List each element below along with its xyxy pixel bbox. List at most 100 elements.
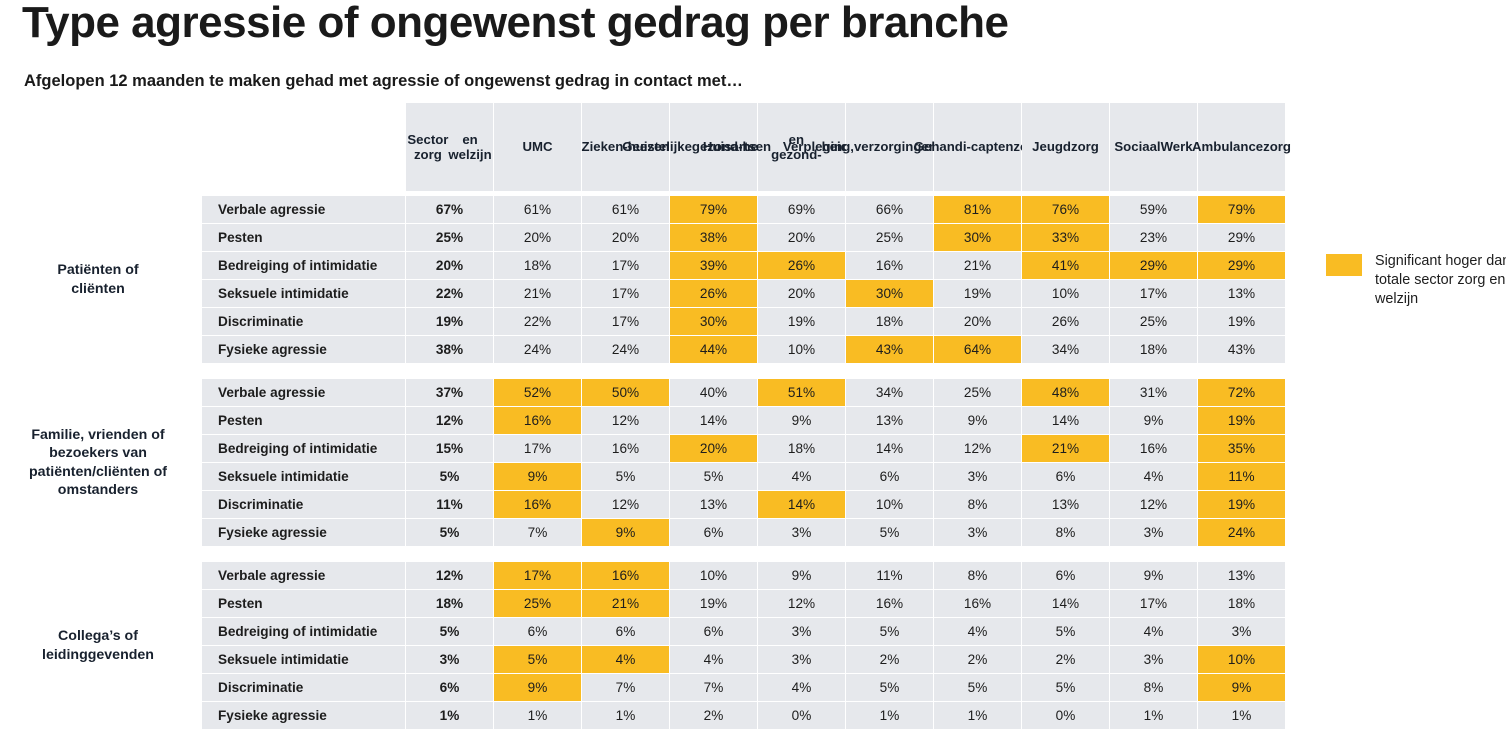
data-cell-highlighted: 25% [494, 590, 581, 617]
data-cell: 5% [934, 674, 1021, 701]
table-corner-cell [202, 103, 405, 191]
data-cell: 31% [1110, 379, 1197, 406]
data-cell-highlighted: 52% [494, 379, 581, 406]
row-group-label-2: Familie, vrienden of bezoekers van patiënt… [29, 427, 167, 498]
data-cell-highlighted: 20% [670, 435, 757, 462]
data-cell-highlighted: 9% [494, 674, 581, 701]
data-cell: 17% [582, 308, 669, 335]
data-cell: 66% [846, 196, 933, 223]
data-cell: 5% [846, 674, 933, 701]
data-cell-highlighted: 51% [758, 379, 845, 406]
data-cell: 5% [1022, 618, 1109, 645]
data-cell-highlighted: 10% [1198, 646, 1285, 673]
data-cell: 1% [406, 702, 493, 729]
data-cell: 22% [494, 308, 581, 335]
data-cell: 20% [582, 224, 669, 251]
data-cell: 61% [582, 196, 669, 223]
data-cell: 4% [934, 618, 1021, 645]
data-cell: 6% [670, 618, 757, 645]
data-cell: 25% [934, 379, 1021, 406]
data-cell: 18% [846, 308, 933, 335]
table-row: Fysieke agressie 5% 7% 9% 6% 3% 5% 3% 8% 3% 24% [202, 519, 1285, 546]
data-cell: 7% [494, 519, 581, 546]
data-cell-highlighted: 64% [934, 336, 1021, 363]
page-title: Type agressie of ongewenst gedrag per br… [22, 0, 1009, 47]
column-header-2: UMC [494, 103, 581, 191]
data-cell: 10% [1022, 280, 1109, 307]
data-cell-highlighted: 14% [758, 491, 845, 518]
data-cell: 0% [758, 702, 845, 729]
row-label: Pesten [202, 590, 405, 617]
data-cell-highlighted: 81% [934, 196, 1021, 223]
data-cell: 8% [1110, 674, 1197, 701]
data-cell: 2% [846, 646, 933, 673]
table-row: Bedreiging of intimidatie 5% 6% 6% 6% 3% 5% 4% 5… [202, 618, 1285, 645]
data-cell: 6% [846, 463, 933, 490]
table-row: Fysieke agressie 1% 1% 1% 2% 0% 1% 1% 0% 1% 1% [202, 702, 1285, 729]
row-label: Fysieke agressie [202, 702, 405, 729]
data-cell-highlighted: 48% [1022, 379, 1109, 406]
row-label: Bedreiging of intimidatie [202, 252, 405, 279]
data-cell: 20% [494, 224, 581, 251]
data-cell-highlighted: 4% [582, 646, 669, 673]
row-label: Discriminatie [202, 491, 405, 518]
data-cell-highlighted: 72% [1198, 379, 1285, 406]
data-cell: 3% [934, 463, 1021, 490]
row-label: Fysieke agressie [202, 336, 405, 363]
data-cell: 10% [758, 336, 845, 363]
table-row: Seksuele intimidatie 3% 5% 4% 4% 3% 2% 2% 2% 3% 10… [202, 646, 1285, 673]
row-group-2: Verbale agressie 37% 52% 50% 40% 51% 34% 25% 48%… [202, 379, 1285, 546]
data-cell: 21% [494, 280, 581, 307]
data-cell: 19% [934, 280, 1021, 307]
data-cell: 12% [758, 590, 845, 617]
data-cell-highlighted: 16% [494, 407, 581, 434]
table-row: Seksuele intimidatie 22% 21% 17% 26% 20% 30% 19… [202, 280, 1285, 307]
column-header-6: Verpleging,verzorgingenthuiszorg [783, 103, 996, 191]
table-row: Seksuele intimidatie 5% 9% 5% 5% 4% 6% 3% 6% 4% 11… [202, 463, 1285, 490]
data-cell: 4% [670, 646, 757, 673]
data-cell: 9% [758, 562, 845, 589]
data-cell: 13% [1022, 491, 1109, 518]
column-header-8: Jeugdzorg [1022, 103, 1109, 191]
data-cell: 16% [846, 590, 933, 617]
data-cell-highlighted: 38% [670, 224, 757, 251]
page-subtitle: Afgelopen 12 maanden te maken gehad met … [24, 72, 743, 90]
row-label: Pesten [202, 407, 405, 434]
data-cell: 17% [582, 280, 669, 307]
data-cell: 13% [1198, 562, 1285, 589]
row-label: Bedreiging of intimidatie [202, 618, 405, 645]
data-cell-highlighted: 76% [1022, 196, 1109, 223]
data-cell: 17% [1110, 280, 1197, 307]
row-label: Verbale agressie [202, 562, 405, 589]
data-cell: 17% [1110, 590, 1197, 617]
row-label: Bedreiging of intimidatie [202, 435, 405, 462]
table-row: Verbale agressie 67% 61% 61% 79% 69% 66% 81% 76%… [202, 196, 1285, 223]
data-cell: 1% [494, 702, 581, 729]
table-row: Bedreiging of intimidatie 15% 17% 16% 20% 18%… [202, 435, 1285, 462]
data-cell: 18% [758, 435, 845, 462]
row-label: Verbale agressie [202, 379, 405, 406]
data-cell: 10% [670, 562, 757, 589]
data-cell: 1% [846, 702, 933, 729]
data-cell-highlighted: 79% [1198, 196, 1285, 223]
data-cell: 4% [758, 674, 845, 701]
data-cell: 29% [1198, 224, 1285, 251]
data-cell: 3% [934, 519, 1021, 546]
column-header-9: Sociaal Werk [1110, 103, 1197, 191]
table-row: Discriminatie 6% 9% 7% 7% 4% 5% 5% 5% 8% 9% [202, 674, 1285, 701]
data-cell: 8% [934, 562, 1021, 589]
data-cell: 12% [582, 491, 669, 518]
data-cell: 14% [846, 435, 933, 462]
data-cell: 12% [934, 435, 1021, 462]
data-cell: 18% [1110, 336, 1197, 363]
data-cell: 7% [670, 674, 757, 701]
data-cell: 34% [1022, 336, 1109, 363]
data-cell-highlighted: 26% [758, 252, 845, 279]
data-cell: 38% [406, 336, 493, 363]
data-cell: 2% [670, 702, 757, 729]
data-cell: 18% [1198, 590, 1285, 617]
data-cell: 5% [406, 463, 493, 490]
row-group-1: Verbale agressie 67% 61% 61% 79% 69% 66% 81% 76%… [202, 196, 1285, 363]
data-cell-highlighted: 11% [1198, 463, 1285, 490]
data-cell: 4% [758, 463, 845, 490]
